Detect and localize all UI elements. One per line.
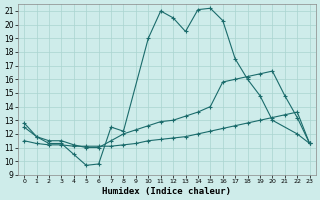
X-axis label: Humidex (Indice chaleur): Humidex (Indice chaleur) xyxy=(102,187,231,196)
